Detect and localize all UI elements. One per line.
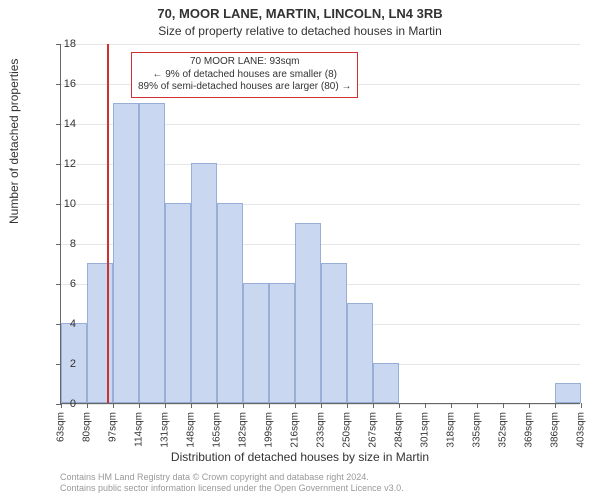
histogram-bar: [321, 263, 347, 403]
attribution-line: Contains public sector information licen…: [60, 483, 404, 494]
x-tick-mark: [347, 403, 348, 408]
annotation-line: 70 MOOR LANE: 93sqm: [138, 56, 351, 69]
y-tick-label: 8: [70, 238, 76, 250]
x-tick-mark: [139, 403, 140, 408]
x-tick-mark: [87, 403, 88, 408]
x-tick-mark: [295, 403, 296, 408]
x-tick-label: 386sqm: [550, 412, 561, 448]
x-tick-mark: [191, 403, 192, 408]
x-tick-label: 216sqm: [290, 412, 301, 448]
annotation-box: 70 MOOR LANE: 93sqm← 9% of detached hous…: [131, 52, 358, 98]
x-tick-mark: [581, 403, 582, 408]
y-tick-label: 18: [64, 38, 76, 50]
y-tick-mark: [56, 244, 61, 245]
chart-container: 70, MOOR LANE, MARTIN, LINCOLN, LN4 3RB …: [0, 0, 600, 500]
chart-title-sub: Size of property relative to detached ho…: [0, 24, 600, 38]
y-tick-label: 12: [64, 158, 76, 170]
y-tick-mark: [56, 44, 61, 45]
x-tick-label: 318sqm: [446, 412, 457, 448]
histogram-bar: [165, 203, 191, 403]
histogram-bar: [347, 303, 373, 403]
x-tick-mark: [373, 403, 374, 408]
histogram-bar: [191, 163, 217, 403]
x-tick-label: 131sqm: [160, 412, 171, 448]
x-tick-label: 267sqm: [368, 412, 379, 448]
x-tick-label: 80sqm: [82, 412, 93, 442]
histogram-bar: [217, 203, 243, 403]
x-tick-label: 284sqm: [394, 412, 405, 448]
x-tick-mark: [399, 403, 400, 408]
x-tick-mark: [165, 403, 166, 408]
x-tick-label: 165sqm: [212, 412, 223, 448]
x-tick-mark: [451, 403, 452, 408]
plot-area: 63sqm80sqm97sqm114sqm131sqm148sqm165sqm1…: [60, 44, 580, 404]
x-tick-mark: [269, 403, 270, 408]
histogram-bar: [269, 283, 295, 403]
x-axis-label: Distribution of detached houses by size …: [0, 450, 600, 464]
y-tick-label: 2: [70, 358, 76, 370]
x-tick-label: 233sqm: [316, 412, 327, 448]
y-tick-label: 6: [70, 278, 76, 290]
x-tick-mark: [217, 403, 218, 408]
y-tick-label: 10: [64, 198, 76, 210]
y-tick-mark: [56, 164, 61, 165]
x-tick-mark: [555, 403, 556, 408]
x-tick-label: 148sqm: [186, 412, 197, 448]
x-tick-label: 301sqm: [420, 412, 431, 448]
x-tick-mark: [113, 403, 114, 408]
attribution: Contains HM Land Registry data © Crown c…: [60, 472, 404, 494]
histogram-bar: [295, 223, 321, 403]
x-tick-mark: [61, 403, 62, 408]
x-tick-label: 250sqm: [342, 412, 353, 448]
annotation-line: ← 9% of detached houses are smaller (8): [138, 69, 351, 82]
attribution-line: Contains HM Land Registry data © Crown c…: [60, 472, 404, 483]
y-tick-mark: [56, 204, 61, 205]
x-tick-mark: [425, 403, 426, 408]
x-tick-mark: [503, 403, 504, 408]
annotation-line: 89% of semi-detached houses are larger (…: [138, 81, 351, 94]
histogram-bar: [555, 383, 581, 403]
y-axis-label: Number of detached properties: [7, 59, 21, 224]
x-tick-mark: [243, 403, 244, 408]
histogram-bar: [113, 103, 139, 403]
x-tick-label: 352sqm: [498, 412, 509, 448]
x-tick-label: 97sqm: [108, 412, 119, 442]
y-tick-mark: [56, 284, 61, 285]
y-tick-mark: [56, 84, 61, 85]
reference-line: [107, 44, 109, 403]
y-tick-label: 4: [70, 318, 76, 330]
histogram-bar: [243, 283, 269, 403]
x-tick-mark: [529, 403, 530, 408]
y-tick-label: 0: [70, 398, 76, 410]
histogram-bar: [373, 363, 399, 403]
y-tick-mark: [56, 124, 61, 125]
x-tick-label: 199sqm: [264, 412, 275, 448]
x-tick-label: 114sqm: [134, 412, 145, 447]
x-tick-mark: [477, 403, 478, 408]
x-tick-label: 369sqm: [524, 412, 535, 448]
x-tick-label: 63sqm: [56, 412, 67, 442]
x-tick-mark: [321, 403, 322, 408]
histogram-bar: [139, 103, 165, 403]
x-tick-label: 335sqm: [472, 412, 483, 448]
gridline: [61, 44, 580, 45]
histogram-bar: [87, 263, 113, 403]
x-tick-label: 403sqm: [576, 412, 587, 448]
chart-title-main: 70, MOOR LANE, MARTIN, LINCOLN, LN4 3RB: [0, 6, 600, 21]
y-tick-label: 14: [64, 118, 76, 130]
y-tick-label: 16: [64, 78, 76, 90]
x-tick-label: 182sqm: [238, 412, 249, 448]
